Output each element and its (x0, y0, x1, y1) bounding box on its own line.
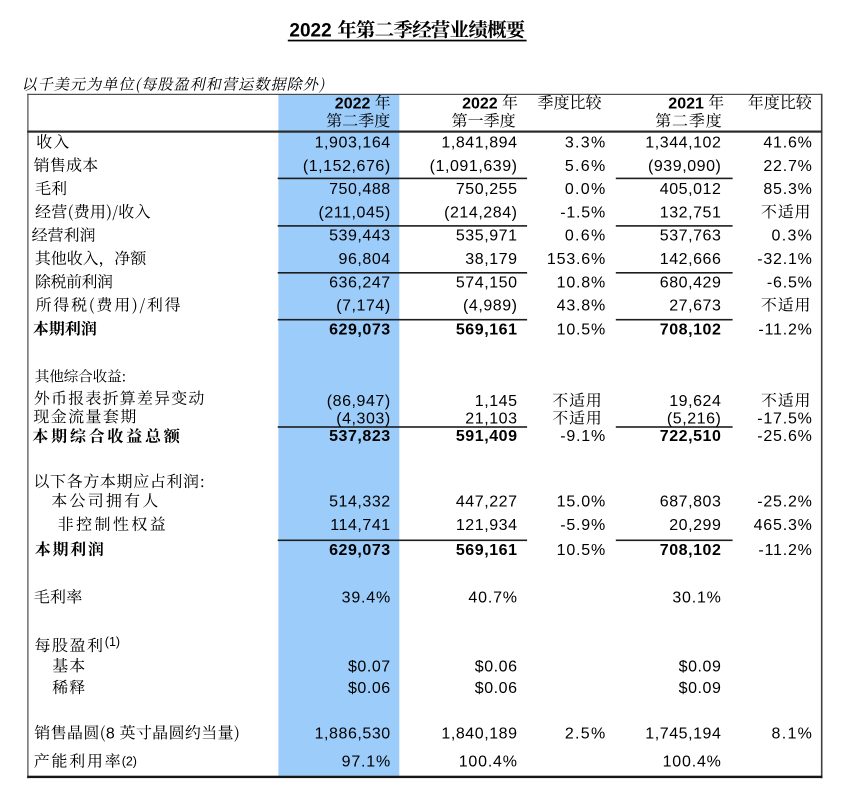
svg-text:132,751: 132,751 (660, 204, 722, 221)
svg-text:(86,947): (86,947) (327, 393, 391, 410)
svg-text:1,841,894: 1,841,894 (441, 135, 517, 152)
svg-text:$0.06: $0.06 (475, 659, 518, 676)
svg-text:687,803: 687,803 (660, 493, 722, 510)
svg-text:$0.06: $0.06 (475, 680, 518, 697)
svg-text:-17.5%: -17.5% (757, 411, 813, 428)
svg-text:535,971: 535,971 (456, 228, 518, 245)
svg-text:96,804: 96,804 (339, 251, 391, 268)
svg-text:$0.06: $0.06 (348, 680, 391, 697)
svg-text:629,073: 629,073 (329, 542, 391, 559)
svg-text:591,409: 591,409 (456, 428, 518, 445)
svg-text:405,012: 405,012 (660, 181, 722, 198)
svg-text:(1,091,639): (1,091,639) (430, 158, 518, 175)
svg-text:3.3%: 3.3% (565, 135, 607, 152)
svg-text:447,227: 447,227 (456, 493, 518, 510)
svg-text:-5.9%: -5.9% (560, 517, 606, 534)
svg-text:43.8%: 43.8% (557, 298, 606, 315)
svg-text:1,344,102: 1,344,102 (645, 135, 721, 152)
svg-text:$0.07: $0.07 (348, 659, 391, 676)
svg-text:8: 8 (106, 725, 115, 742)
svg-text:142,666: 142,666 (660, 251, 722, 268)
svg-text:(4,303): (4,303) (336, 411, 391, 428)
svg-text:(5,216): (5,216) (667, 411, 722, 428)
svg-text:(211,045): (211,045) (318, 204, 390, 221)
svg-text:1,840,189: 1,840,189 (441, 725, 517, 742)
svg-text:21,103: 21,103 (465, 411, 517, 428)
svg-text:(2): (2) (122, 755, 137, 769)
svg-text:0.0%: 0.0% (565, 181, 607, 198)
svg-text:85.3%: 85.3% (763, 181, 812, 198)
svg-text:(214,284): (214,284) (444, 204, 517, 221)
svg-text:465.3%: 465.3% (754, 517, 813, 534)
svg-text:10.8%: 10.8% (557, 274, 606, 291)
svg-text:-11.2%: -11.2% (758, 321, 812, 338)
svg-text:97.1%: 97.1% (342, 754, 391, 771)
svg-text:539,443: 539,443 (329, 228, 391, 245)
svg-text:(939,090): (939,090) (648, 158, 721, 175)
svg-text:20,299: 20,299 (669, 517, 721, 534)
svg-text:(7,174): (7,174) (336, 298, 391, 315)
svg-text:121,934: 121,934 (456, 517, 518, 534)
svg-text:537,823: 537,823 (329, 428, 391, 445)
svg-text:629,073: 629,073 (329, 321, 391, 338)
svg-text:750,488: 750,488 (329, 181, 391, 198)
svg-text:38,179: 38,179 (465, 251, 517, 268)
svg-text:569,161: 569,161 (456, 321, 518, 338)
svg-text:100.4%: 100.4% (459, 754, 518, 771)
svg-text:(4,989): (4,989) (463, 298, 518, 315)
svg-text:(1,152,676): (1,152,676) (303, 158, 391, 175)
svg-text:114,741: 114,741 (330, 517, 391, 534)
svg-text:2.5%: 2.5% (565, 725, 607, 742)
svg-text:100.4%: 100.4% (663, 754, 722, 771)
svg-text:22.7%: 22.7% (763, 158, 812, 175)
svg-text:680,429: 680,429 (660, 274, 722, 291)
svg-text:0.6%: 0.6% (565, 228, 607, 245)
svg-text:2021: 2021 (668, 95, 704, 112)
svg-text:569,161: 569,161 (456, 542, 518, 559)
svg-text:1,745,194: 1,745,194 (645, 725, 721, 742)
svg-text:-1.5%: -1.5% (560, 204, 606, 221)
svg-text:-6.5%: -6.5% (767, 274, 813, 291)
svg-text:-32.1%: -32.1% (757, 251, 813, 268)
svg-text:708,102: 708,102 (660, 321, 722, 338)
svg-text:-25.6%: -25.6% (757, 428, 813, 445)
svg-text:0.3%: 0.3% (772, 228, 814, 245)
svg-text:1,886,530: 1,886,530 (315, 725, 391, 742)
svg-text:153.6%: 153.6% (547, 251, 606, 268)
svg-text:30.1%: 30.1% (672, 590, 721, 607)
svg-text:-11.2%: -11.2% (758, 542, 812, 559)
svg-text:2022: 2022 (289, 21, 331, 42)
svg-text:514,332: 514,332 (329, 493, 391, 510)
svg-text:41.6%: 41.6% (763, 135, 812, 152)
svg-text:1,903,164: 1,903,164 (315, 135, 391, 152)
svg-text:537,763: 537,763 (660, 228, 722, 245)
svg-text:39.4%: 39.4% (342, 590, 391, 607)
svg-text:-9.1%: -9.1% (560, 428, 606, 445)
svg-text:8.1%: 8.1% (772, 725, 814, 742)
svg-text:-25.2%: -25.2% (757, 493, 813, 510)
svg-text:2022: 2022 (462, 95, 498, 112)
svg-text:40.7%: 40.7% (468, 590, 517, 607)
svg-text:636,247: 636,247 (329, 274, 391, 291)
svg-text:$0.09: $0.09 (679, 680, 722, 697)
svg-text:722,510: 722,510 (660, 428, 722, 445)
svg-text:574,150: 574,150 (456, 274, 518, 291)
svg-text:750,255: 750,255 (456, 181, 518, 198)
svg-text:10.5%: 10.5% (557, 321, 606, 338)
svg-text:15.0%: 15.0% (557, 493, 606, 510)
svg-text:$0.09: $0.09 (679, 659, 722, 676)
svg-text:27,673: 27,673 (669, 298, 721, 315)
svg-text:(1): (1) (105, 635, 120, 649)
svg-text:10.5%: 10.5% (557, 542, 606, 559)
svg-text:708,102: 708,102 (660, 542, 722, 559)
svg-text:5.6%: 5.6% (565, 158, 607, 175)
svg-text:2022: 2022 (335, 95, 371, 112)
svg-text:19,624: 19,624 (669, 393, 721, 410)
svg-text:1,145: 1,145 (475, 393, 518, 410)
